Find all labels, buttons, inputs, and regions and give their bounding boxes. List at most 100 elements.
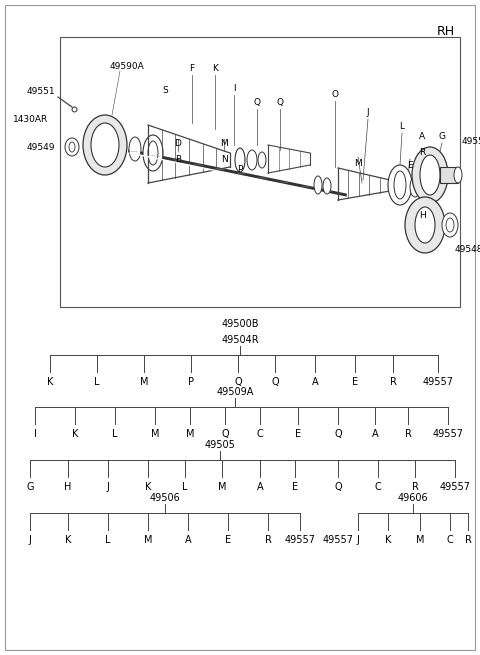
Text: C: C [257, 429, 264, 439]
Ellipse shape [412, 147, 448, 203]
Text: 49557: 49557 [323, 535, 353, 545]
Text: L: L [94, 377, 100, 387]
Ellipse shape [69, 142, 75, 152]
Text: 49551: 49551 [26, 86, 55, 96]
Text: P: P [188, 377, 194, 387]
Text: K: K [385, 535, 391, 545]
Text: L: L [112, 429, 118, 439]
Ellipse shape [247, 150, 257, 170]
Text: 49500B: 49500B [221, 319, 259, 329]
Text: C: C [374, 482, 382, 492]
Text: G: G [26, 482, 34, 492]
Text: R: R [264, 535, 271, 545]
Text: K: K [72, 429, 78, 439]
Ellipse shape [410, 177, 420, 197]
Text: J: J [29, 535, 31, 545]
Text: I: I [34, 429, 36, 439]
Text: P: P [237, 165, 243, 174]
Text: R: R [405, 429, 411, 439]
Text: Q: Q [253, 98, 261, 107]
Ellipse shape [65, 138, 79, 156]
Text: B: B [175, 155, 181, 164]
Text: L: L [399, 122, 405, 131]
Text: Q: Q [271, 377, 279, 387]
Text: 49549: 49549 [26, 143, 55, 151]
Text: M: M [354, 159, 362, 168]
Text: G: G [439, 132, 445, 141]
Text: 49506: 49506 [150, 493, 180, 503]
Ellipse shape [394, 171, 406, 199]
Text: 49557: 49557 [462, 136, 480, 145]
Text: 49557: 49557 [440, 482, 470, 492]
Ellipse shape [415, 207, 435, 243]
Text: Q: Q [334, 482, 342, 492]
Text: M: M [186, 429, 194, 439]
Text: K: K [145, 482, 151, 492]
Text: R: R [419, 148, 425, 157]
Text: 49590A: 49590A [110, 62, 145, 71]
Ellipse shape [446, 218, 454, 232]
Ellipse shape [83, 115, 127, 175]
Text: Q: Q [276, 98, 284, 107]
Text: Q: Q [221, 429, 229, 439]
Text: 49606: 49606 [398, 493, 428, 503]
Text: M: M [218, 482, 226, 492]
Ellipse shape [454, 167, 462, 183]
Bar [60, 37, 460, 307]
Text: 49557: 49557 [422, 377, 454, 387]
Text: O: O [332, 90, 338, 99]
Text: 49557: 49557 [285, 535, 315, 545]
Text: 49509A: 49509A [216, 387, 254, 397]
Text: E: E [225, 535, 231, 545]
Bar [440, 167, 458, 183]
Text: R: R [411, 482, 419, 492]
Text: H: H [419, 211, 425, 220]
Text: R: R [390, 377, 396, 387]
Text: R: R [465, 535, 471, 545]
Text: K: K [212, 64, 218, 73]
Text: 49548: 49548 [455, 244, 480, 253]
Ellipse shape [405, 197, 445, 253]
Text: E: E [352, 377, 358, 387]
Text: L: L [182, 482, 188, 492]
Text: A: A [419, 132, 425, 141]
Text: J: J [107, 482, 109, 492]
Ellipse shape [323, 178, 331, 194]
Text: A: A [185, 535, 192, 545]
Text: 49504R: 49504R [221, 335, 259, 345]
Text: M: M [151, 429, 159, 439]
Ellipse shape [388, 165, 412, 205]
Text: A: A [257, 482, 264, 492]
Ellipse shape [129, 137, 141, 161]
Text: F: F [190, 64, 194, 73]
Text: I: I [233, 84, 235, 93]
Text: K: K [65, 535, 71, 545]
Ellipse shape [420, 155, 440, 195]
Ellipse shape [314, 176, 322, 194]
Ellipse shape [258, 152, 266, 168]
Text: Q: Q [334, 429, 342, 439]
Ellipse shape [442, 213, 458, 237]
Text: H: H [64, 482, 72, 492]
Text: C: C [446, 535, 454, 545]
Ellipse shape [148, 141, 158, 165]
Text: M: M [144, 535, 152, 545]
Text: E: E [407, 161, 413, 170]
Text: 49557: 49557 [432, 429, 464, 439]
Text: RH: RH [437, 25, 455, 38]
Text: E: E [292, 482, 298, 492]
Text: M: M [220, 139, 228, 148]
Text: Q: Q [234, 377, 242, 387]
Ellipse shape [91, 123, 119, 167]
Ellipse shape [235, 148, 245, 172]
Text: N: N [221, 155, 228, 164]
Text: 1430AR: 1430AR [13, 115, 48, 124]
Text: S: S [162, 86, 168, 95]
Text: E: E [295, 429, 301, 439]
Text: J: J [357, 535, 360, 545]
Text: J: J [367, 108, 369, 117]
Text: K: K [47, 377, 53, 387]
Text: 49505: 49505 [204, 440, 235, 450]
Text: M: M [140, 377, 148, 387]
Text: M: M [416, 535, 424, 545]
